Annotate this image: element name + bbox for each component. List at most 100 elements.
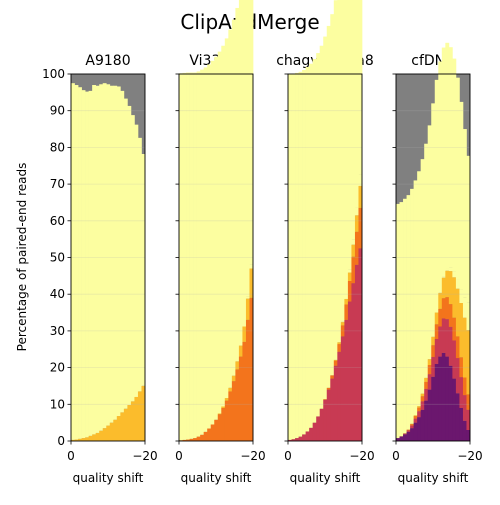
bar-segment-unaffected xyxy=(348,270,352,273)
bar-segment-strong xyxy=(355,265,359,441)
bar-segment-unaffected xyxy=(421,159,425,394)
bar-segment-strong xyxy=(337,352,341,441)
bar-segment-strong xyxy=(424,389,428,401)
bar-segment-mild xyxy=(334,360,338,361)
bar-segment-strong xyxy=(327,390,331,441)
bar-segment-strong xyxy=(428,374,432,389)
bar-segment-moderate xyxy=(221,408,225,441)
bar-segment-moderate xyxy=(449,304,453,327)
bar-segment-unaffected xyxy=(246,0,250,296)
bar-segment-heavy xyxy=(456,393,460,441)
bar-segment-unaffected xyxy=(400,202,404,436)
bar-segment-unaffected xyxy=(355,208,359,215)
bar-segment-unaffected xyxy=(299,72,303,437)
y-tick-label: 0 xyxy=(57,434,65,448)
bar-segment-moderate xyxy=(200,435,204,441)
y-tick-label: 40 xyxy=(50,287,65,301)
bar-segment-unaffected xyxy=(348,0,352,270)
bar-segment-mild xyxy=(341,322,345,325)
bar-segment-heavy xyxy=(459,408,463,441)
bar-segment-mild xyxy=(124,409,128,441)
bar-segment-unaffected xyxy=(435,80,439,313)
x-axis-label: quality shift xyxy=(290,471,361,485)
bar-segment-heavy xyxy=(403,434,407,441)
bar-segment-unaffected xyxy=(459,102,463,289)
panel-title: A9180 xyxy=(85,53,130,69)
bar-segment-moderate xyxy=(334,361,338,366)
bar-segment-heavy xyxy=(431,377,435,441)
bar-segment-unaffected xyxy=(183,73,187,440)
bar-segment-strong xyxy=(330,379,334,441)
bar-segment-unaffected xyxy=(207,64,211,428)
bar-segment-unaffected xyxy=(138,138,142,391)
bar-segment-heavy xyxy=(442,353,446,441)
bar-segment-unaffected xyxy=(131,115,135,401)
bar-segment-mild xyxy=(131,401,135,441)
bar-segment-mild xyxy=(445,271,449,297)
bar-segment-unaffected xyxy=(134,125,138,397)
bar-segment-heavy xyxy=(407,432,411,441)
bar-segment-moderate xyxy=(197,437,201,441)
bar-segment-moderate xyxy=(211,424,215,441)
bar-segment-moderate xyxy=(452,318,456,341)
bar-segment-moderate xyxy=(407,430,411,431)
bar-segment-mild xyxy=(113,420,117,441)
bar-segment-strong xyxy=(341,336,345,441)
bar-segment-unaffected xyxy=(442,48,446,277)
bar-segment-mild xyxy=(428,359,432,365)
bar-segment-unaffected xyxy=(242,0,246,326)
bar-segment-unaffected xyxy=(92,85,96,434)
y-tick-label: 20 xyxy=(50,361,65,375)
bar-segment-strong xyxy=(449,327,453,366)
bar-segment-unaffected xyxy=(214,57,218,420)
bar-segment-moderate xyxy=(344,304,348,319)
bar-segment-unaffected xyxy=(302,70,306,434)
bar-segment-unaffected xyxy=(452,271,456,277)
bar-segment-moderate xyxy=(207,429,211,441)
x-tick-label: 0 xyxy=(67,449,75,463)
panel-cfdna: cfDNA quality shift 0−20 xyxy=(392,43,482,485)
bar-segment-mild xyxy=(417,406,421,407)
bar-segment-mild xyxy=(218,413,222,414)
bar-segment-heavy xyxy=(438,357,442,441)
bar-segment-moderate xyxy=(228,391,232,441)
bar-segment-mild xyxy=(435,313,439,325)
bar-segment-heavy xyxy=(445,357,449,441)
bar-segment-unaffected xyxy=(316,53,320,416)
bar-segment-unaffected xyxy=(403,199,407,434)
bar-segment-unaffected xyxy=(228,30,232,388)
bar-segment-unaffected xyxy=(323,37,327,400)
bar-segment-mild xyxy=(96,433,100,441)
plot-area xyxy=(71,74,145,441)
plot-area xyxy=(396,43,470,441)
bar-segment-moderate xyxy=(337,344,341,352)
bar-segment-strong xyxy=(299,437,303,441)
bar-segment-unaffected xyxy=(463,298,467,318)
bar-segment-heavy xyxy=(410,428,414,441)
y-tick-label: 100 xyxy=(42,67,65,81)
bar-segment-unaffected xyxy=(306,67,310,431)
bar-segment-unaffected xyxy=(204,67,208,431)
bar-segment-moderate xyxy=(348,281,352,302)
bar-segment-strong xyxy=(316,416,320,441)
bar-segment-unaffected xyxy=(225,38,229,398)
bar-segment-unaffected xyxy=(341,321,345,322)
bar-segment-strong xyxy=(452,340,456,378)
bar-segment-unaffected xyxy=(288,74,292,440)
bar-segment-unaffected xyxy=(428,125,432,359)
bar-segment-strong xyxy=(414,419,418,423)
y-tick-label: 80 xyxy=(50,140,65,154)
bar-segment-unaffected xyxy=(200,70,204,435)
bar-segment-strong xyxy=(306,431,310,441)
bar-segment-moderate xyxy=(351,257,355,283)
bar-segment-heavy xyxy=(435,364,439,441)
bar-segment-strong xyxy=(435,339,439,364)
x-tick-label: 0 xyxy=(175,449,183,463)
bar-segment-mild xyxy=(463,318,467,378)
bar-segment-unaffected xyxy=(124,99,128,409)
bar-segment-moderate xyxy=(442,298,446,318)
bar-segment-unaffected xyxy=(442,277,446,278)
bar-segment-mild xyxy=(421,394,425,397)
bar-segment-mild xyxy=(414,415,418,416)
bar-segment-strong xyxy=(313,423,317,441)
